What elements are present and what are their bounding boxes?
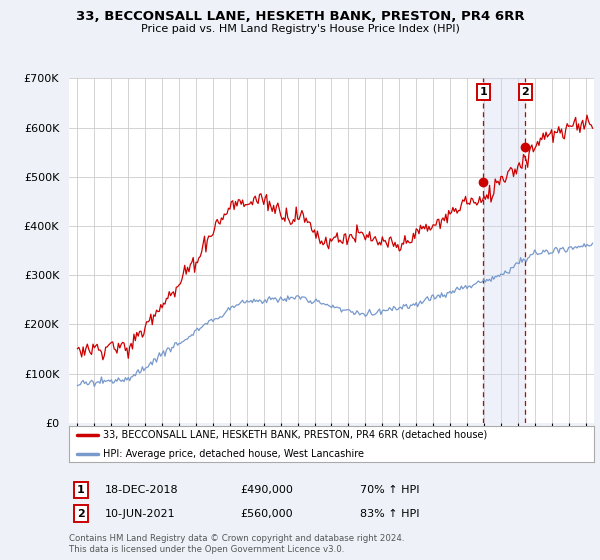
Text: 33, BECCONSALL LANE, HESKETH BANK, PRESTON, PR4 6RR: 33, BECCONSALL LANE, HESKETH BANK, PREST… xyxy=(76,10,524,23)
Text: 83% ↑ HPI: 83% ↑ HPI xyxy=(360,508,419,519)
Bar xyxy=(483,78,525,423)
Text: 2: 2 xyxy=(77,508,85,519)
Text: Contains HM Land Registry data © Crown copyright and database right 2024.: Contains HM Land Registry data © Crown c… xyxy=(69,534,404,543)
Text: This data is licensed under the Open Government Licence v3.0.: This data is licensed under the Open Gov… xyxy=(69,545,344,554)
Text: 18-DEC-2018: 18-DEC-2018 xyxy=(105,485,179,495)
Text: 70% ↑ HPI: 70% ↑ HPI xyxy=(360,485,419,495)
Text: 33, BECCONSALL LANE, HESKETH BANK, PRESTON, PR4 6RR (detached house): 33, BECCONSALL LANE, HESKETH BANK, PREST… xyxy=(103,430,487,440)
Text: 2: 2 xyxy=(521,87,529,97)
Text: 1: 1 xyxy=(479,87,487,97)
Text: 1: 1 xyxy=(77,485,85,495)
Text: £490,000: £490,000 xyxy=(240,485,293,495)
Text: Price paid vs. HM Land Registry's House Price Index (HPI): Price paid vs. HM Land Registry's House … xyxy=(140,24,460,34)
Text: £560,000: £560,000 xyxy=(240,508,293,519)
Text: HPI: Average price, detached house, West Lancashire: HPI: Average price, detached house, West… xyxy=(103,449,364,459)
Text: 10-JUN-2021: 10-JUN-2021 xyxy=(105,508,176,519)
